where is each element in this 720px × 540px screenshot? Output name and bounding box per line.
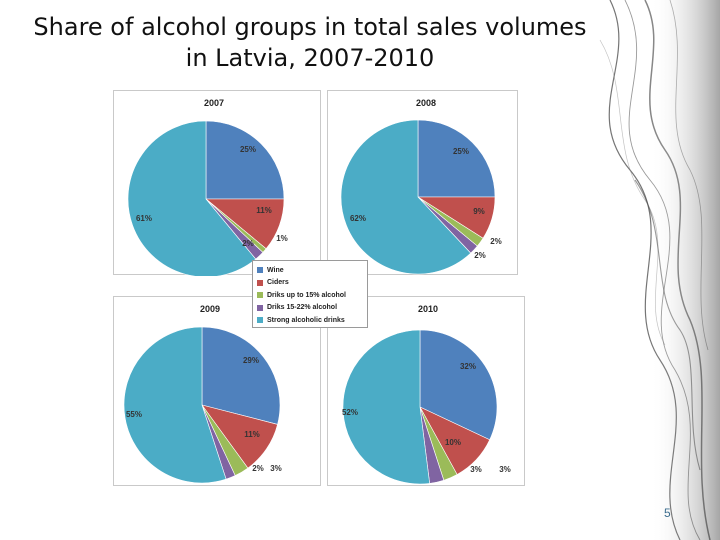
data-label-strong-drinks: 55% (126, 410, 142, 419)
legend-item-drinks-up-to-15: Driks up to 15% alcohol (257, 289, 363, 302)
data-label-strong-drinks: 62% (350, 214, 366, 223)
legend-swatch (257, 292, 263, 299)
pie-slice-strong-drinks (123, 326, 227, 484)
data-label-wine: 25% (240, 145, 256, 154)
pie-slice-wine (201, 326, 281, 425)
data-label-wine: 32% (460, 362, 476, 371)
data-label-wine: 25% (453, 147, 469, 156)
data-label-drinks-15-22: 2% (474, 251, 486, 260)
pie-chart-2010: 2010 32% 10% 3% 3% 52% (342, 304, 511, 485)
legend-label: Driks up to 15% alcohol (267, 291, 346, 299)
legend-swatch (257, 304, 263, 311)
data-label-ciders: 11% (256, 206, 272, 215)
data-label-ciders: 9% (473, 207, 485, 216)
legend-item-drinks-15-22: Driks 15-22% alcohol (257, 302, 363, 315)
legend-swatch (257, 279, 263, 286)
pie-chart-2007: 2007 25% 11% 1% 2% 61% (127, 98, 288, 276)
pie-slice-strong-drinks (340, 119, 472, 275)
legend-swatch (257, 267, 263, 274)
pie-slice-wine (205, 120, 285, 200)
data-label-drinks-15-22: 3% (499, 465, 511, 474)
legend-label: Wine (267, 266, 284, 274)
data-label-drinks-up-to-15: 3% (270, 464, 282, 473)
legend-swatch (257, 317, 263, 324)
data-label-drinks-up-to-15: 3% (470, 465, 482, 474)
slide-title: Share of alcohol groups in total sales v… (20, 12, 600, 74)
pie-chart-panel-2008: 2008 25% 9% 2% 2% 62% (327, 90, 518, 275)
legend-item-strong-drinks: Strong alcoholic drinks (257, 314, 363, 327)
data-label-drinks-up-to-15: 1% (276, 234, 288, 243)
chart-legend: Wine Ciders Driks up to 15% alcohol Drik… (252, 260, 368, 328)
legend-label: Strong alcoholic drinks (267, 316, 345, 324)
pie-chart-panel-2009: 2009 29% 11% 3% 2% 55% (113, 296, 321, 486)
pie-chart-panel-2010: 2010 32% 10% 3% 3% 52% (327, 296, 525, 486)
slide-title-line-2: in Latvia, 2007-2010 (185, 44, 435, 72)
pie-chart-2009: 2009 29% 11% 3% 2% 55% (123, 304, 282, 484)
pie-slice-wine (417, 119, 496, 198)
data-label-strong-drinks: 61% (136, 214, 152, 223)
pie-slice-strong-drinks (127, 120, 257, 276)
data-label-drinks-up-to-15: 2% (490, 237, 502, 246)
legend-item-ciders: Ciders (257, 277, 363, 290)
chart-title: 2008 (416, 98, 436, 108)
slide-title-line-1: Share of alcohol groups in total sales v… (33, 13, 587, 41)
data-label-drinks-15-22: 2% (242, 239, 254, 248)
chart-title: 2010 (418, 304, 438, 314)
chart-title: 2009 (200, 304, 220, 314)
pie-slice-strong-drinks (342, 329, 430, 485)
pie-chart-2008: 2008 25% 9% 2% 2% 62% (340, 98, 502, 275)
data-label-wine: 29% (243, 356, 259, 365)
data-label-ciders: 11% (244, 430, 260, 439)
chart-title: 2007 (204, 98, 224, 108)
smoke-decoration (599, 0, 720, 540)
data-label-drinks-15-22: 2% (252, 464, 264, 473)
data-label-strong-drinks: 52% (342, 408, 358, 417)
pie-slice-wine (419, 329, 498, 441)
legend-label: Driks 15-22% alcohol (267, 304, 338, 312)
legend-item-wine: Wine (257, 264, 363, 277)
data-label-ciders: 10% (445, 438, 461, 447)
legend-label: Ciders (267, 279, 289, 287)
page-number: 5 (664, 506, 671, 520)
pie-chart-panel-2007: 2007 25% 11% 1% 2% 61% (113, 90, 321, 276)
